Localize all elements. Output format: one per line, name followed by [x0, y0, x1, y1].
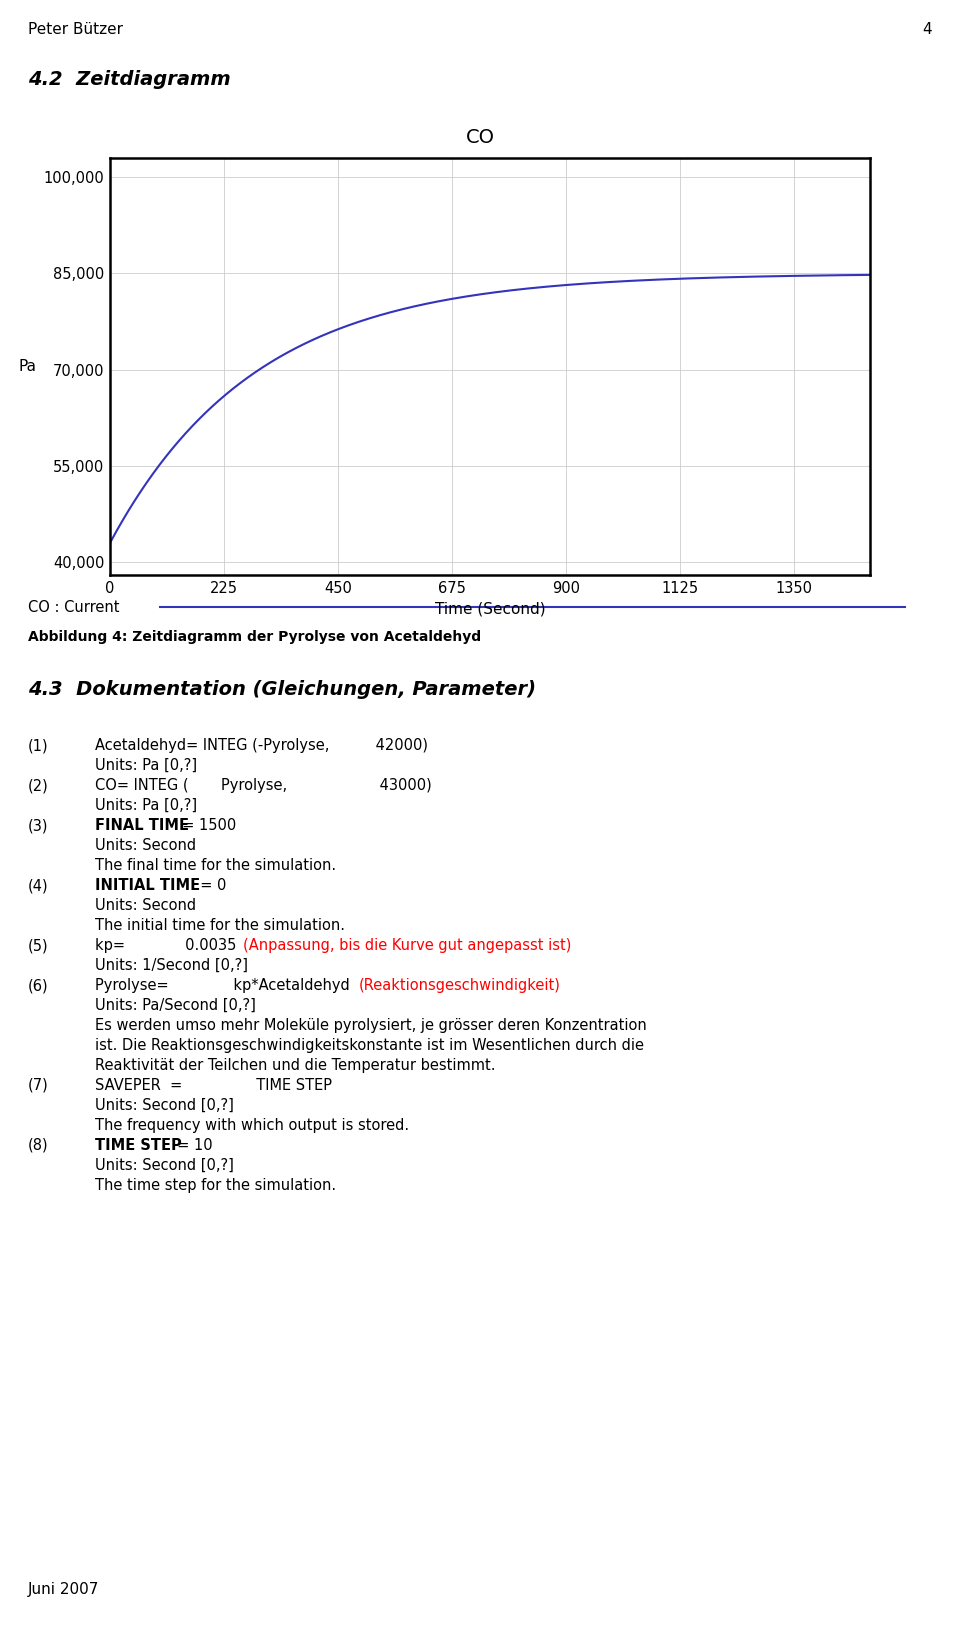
Text: (1): (1) — [28, 739, 49, 753]
Text: (Reaktionsgeschwindigkeit): (Reaktionsgeschwindigkeit) — [359, 978, 561, 992]
Y-axis label: Pa: Pa — [18, 360, 36, 374]
Text: (6): (6) — [28, 978, 49, 992]
Text: (7): (7) — [28, 1079, 49, 1093]
Text: CO: CO — [466, 129, 494, 146]
Text: ist. Die Reaktionsgeschwindigkeitskonstante ist im Wesentlichen durch die: ist. Die Reaktionsgeschwindigkeitskonsta… — [95, 1038, 644, 1053]
Text: (2): (2) — [28, 778, 49, 792]
Text: Pyrolyse=              kp*Acetaldehyd: Pyrolyse= kp*Acetaldehyd — [95, 978, 354, 992]
Text: Es werden umso mehr Moleküle pyrolysiert, je grösser deren Konzentration: Es werden umso mehr Moleküle pyrolysiert… — [95, 1019, 647, 1033]
Text: Units: 1/Second [0,?]: Units: 1/Second [0,?] — [95, 958, 248, 973]
Text: (4): (4) — [28, 879, 49, 893]
Text: (Anpassung, bis die Kurve gut angepasst ist): (Anpassung, bis die Kurve gut angepasst … — [243, 939, 571, 953]
Text: CO= INTEG (       Pyrolyse,                    43000): CO= INTEG ( Pyrolyse, 43000) — [95, 778, 432, 792]
Text: Reaktivität der Teilchen und die Temperatur bestimmt.: Reaktivität der Teilchen und die Tempera… — [95, 1058, 495, 1072]
Text: The initial time for the simulation.: The initial time for the simulation. — [95, 918, 345, 932]
Text: SAVEPER  =                TIME STEP: SAVEPER = TIME STEP — [95, 1079, 332, 1093]
Text: Units: Pa [0,?]: Units: Pa [0,?] — [95, 797, 197, 814]
Text: = 0: = 0 — [191, 879, 227, 893]
Text: (8): (8) — [28, 1137, 49, 1154]
Text: TIME STEP: TIME STEP — [95, 1137, 181, 1154]
Text: = 10: = 10 — [168, 1137, 212, 1154]
Text: 4: 4 — [923, 23, 932, 37]
X-axis label: Time (Second): Time (Second) — [435, 600, 545, 617]
Text: 4.3  Dokumentation (Gleichungen, Parameter): 4.3 Dokumentation (Gleichungen, Paramete… — [28, 680, 536, 700]
Text: = 1500: = 1500 — [173, 818, 236, 833]
Text: Abbildung 4: Zeitdiagramm der Pyrolyse von Acetaldehyd: Abbildung 4: Zeitdiagramm der Pyrolyse v… — [28, 630, 481, 644]
Text: FINAL TIME: FINAL TIME — [95, 818, 189, 833]
Text: Units: Second: Units: Second — [95, 838, 196, 853]
Text: Units: Second [0,?]: Units: Second [0,?] — [95, 1098, 234, 1113]
Text: Units: Pa/Second [0,?]: Units: Pa/Second [0,?] — [95, 997, 256, 1014]
Text: INITIAL TIME: INITIAL TIME — [95, 879, 200, 893]
Text: Juni 2007: Juni 2007 — [28, 1581, 100, 1598]
Text: The frequency with which output is stored.: The frequency with which output is store… — [95, 1118, 409, 1132]
Text: (5): (5) — [28, 939, 49, 953]
Text: The time step for the simulation.: The time step for the simulation. — [95, 1178, 336, 1193]
Text: kp=             0.0035: kp= 0.0035 — [95, 939, 241, 953]
Text: Peter Bützer: Peter Bützer — [28, 23, 123, 37]
Text: Acetaldehyd= INTEG (-Pyrolyse,          42000): Acetaldehyd= INTEG (-Pyrolyse, 42000) — [95, 739, 428, 753]
Text: Units: Second [0,?]: Units: Second [0,?] — [95, 1158, 234, 1173]
Text: Units: Second: Units: Second — [95, 898, 196, 913]
Text: CO : Current: CO : Current — [28, 599, 119, 615]
Text: Units: Pa [0,?]: Units: Pa [0,?] — [95, 758, 197, 773]
Text: The final time for the simulation.: The final time for the simulation. — [95, 857, 336, 874]
Text: 4.2  Zeitdiagramm: 4.2 Zeitdiagramm — [28, 70, 230, 89]
Text: (3): (3) — [28, 818, 49, 833]
